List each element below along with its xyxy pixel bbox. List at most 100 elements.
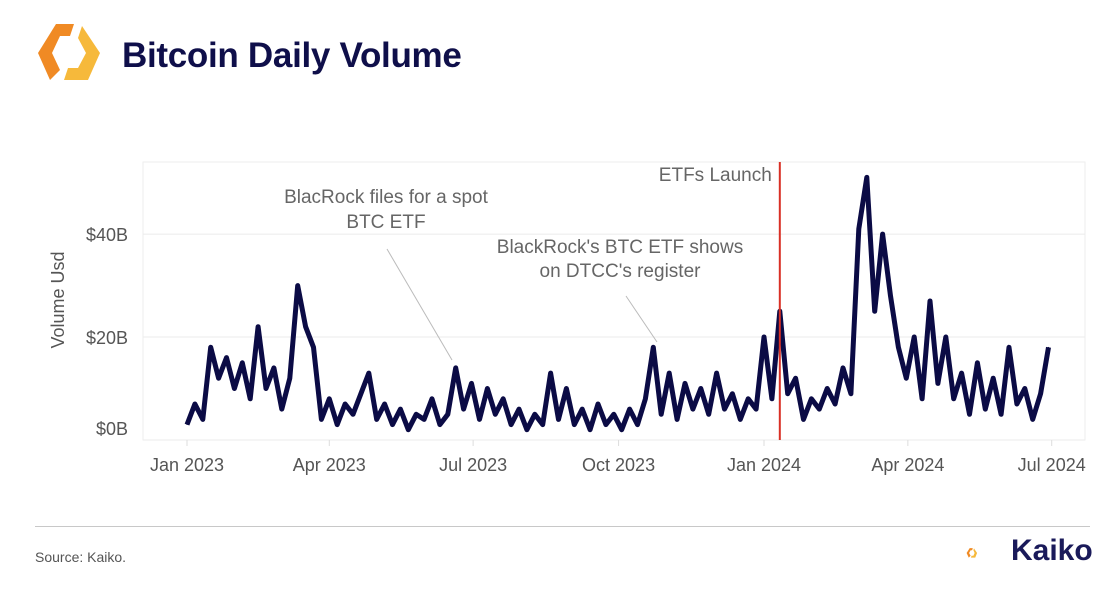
y-axis-label: Volume Usd xyxy=(48,251,68,348)
data-point xyxy=(281,408,283,410)
data-point xyxy=(1040,393,1042,395)
data-point xyxy=(1016,403,1018,405)
data-point xyxy=(1000,413,1002,415)
data-point xyxy=(581,408,583,410)
annotation-leader xyxy=(386,248,453,361)
data-point xyxy=(992,377,994,379)
data-point xyxy=(186,424,188,426)
data-point xyxy=(850,393,852,395)
data-point xyxy=(210,346,212,348)
data-point xyxy=(763,336,765,338)
data-point xyxy=(265,388,267,390)
data-point xyxy=(810,398,812,400)
data-point xyxy=(550,372,552,374)
data-point xyxy=(929,300,931,302)
data-point xyxy=(297,285,299,287)
data-point xyxy=(305,326,307,328)
data-point xyxy=(795,377,797,379)
data-point xyxy=(565,388,567,390)
data-point xyxy=(945,336,947,338)
data-point xyxy=(803,418,805,420)
data-point xyxy=(478,418,480,420)
data-point xyxy=(415,413,417,415)
x-tick-label: Apr 2024 xyxy=(871,455,944,475)
data-point xyxy=(755,408,757,410)
data-point xyxy=(289,377,291,379)
data-point xyxy=(320,418,322,420)
x-tick-label: Jul 2024 xyxy=(1018,455,1086,475)
data-point xyxy=(589,429,591,431)
data-point xyxy=(542,424,544,426)
data-point xyxy=(392,424,394,426)
data-point xyxy=(637,424,639,426)
x-tick-label: Apr 2023 xyxy=(293,455,366,475)
y-tick-label: $40B xyxy=(86,225,128,245)
data-point xyxy=(1032,418,1034,420)
etf-launch-label: ETFs Launch xyxy=(659,165,772,186)
data-point xyxy=(882,233,884,235)
data-point xyxy=(629,408,631,410)
data-point xyxy=(1024,388,1026,390)
data-point xyxy=(937,382,939,384)
data-point xyxy=(621,429,623,431)
data-point xyxy=(202,418,204,420)
footer-divider xyxy=(35,526,1090,527)
data-point xyxy=(771,398,773,400)
data-point xyxy=(1008,346,1010,348)
data-point xyxy=(194,403,196,405)
volume-chart: $0B $20B $40B Jan 2023 Apr 2023 Jul 2023 Oct 2… xyxy=(48,161,1086,475)
data-point xyxy=(431,398,433,400)
data-point xyxy=(218,377,220,379)
data-point xyxy=(668,372,670,374)
data-point xyxy=(573,424,575,426)
data-point xyxy=(233,388,235,390)
data-point xyxy=(423,418,425,420)
data-point xyxy=(708,413,710,415)
x-tick-label: Jul 2023 xyxy=(439,455,507,475)
data-point xyxy=(826,388,828,390)
data-point xyxy=(692,408,694,410)
data-point xyxy=(312,346,314,348)
data-point xyxy=(700,388,702,390)
data-point xyxy=(834,403,836,405)
data-point xyxy=(644,398,646,400)
data-point xyxy=(360,393,362,395)
data-point xyxy=(352,413,354,415)
data-point xyxy=(652,346,654,348)
volume-series-line xyxy=(184,174,1051,433)
data-point xyxy=(226,357,228,359)
data-point xyxy=(969,413,971,415)
data-point xyxy=(723,408,725,410)
data-point xyxy=(605,424,607,426)
data-point xyxy=(557,418,559,420)
annotation-leader xyxy=(625,295,658,343)
data-point xyxy=(249,398,251,400)
page-title: Bitcoin Daily Volume xyxy=(122,36,462,75)
data-point xyxy=(921,398,923,400)
data-point xyxy=(961,372,963,374)
data-point xyxy=(471,382,473,384)
data-point xyxy=(494,413,496,415)
annotation-text: BlacRock files for a spot xyxy=(284,187,489,208)
data-point xyxy=(787,393,789,395)
data-point xyxy=(818,408,820,410)
x-tick-label: Oct 2023 xyxy=(582,455,655,475)
data-point xyxy=(953,398,955,400)
data-point xyxy=(526,429,528,431)
data-point xyxy=(376,418,378,420)
data-point xyxy=(842,367,844,369)
data-point xyxy=(866,176,868,178)
data-point xyxy=(874,310,876,312)
data-point xyxy=(897,346,899,348)
data-point xyxy=(660,413,662,415)
x-tick-label: Jan 2024 xyxy=(727,455,801,475)
data-point xyxy=(518,408,520,410)
data-point xyxy=(905,377,907,379)
annotation-text: BlackRock's BTC ETF shows xyxy=(497,237,743,258)
data-point xyxy=(676,418,678,420)
y-tick-label: $20B xyxy=(86,328,128,348)
data-point xyxy=(407,429,409,431)
annotation-text: on DTCC's register xyxy=(540,261,702,282)
brand-name: Kaiko xyxy=(1011,534,1093,567)
source-note: Source: Kaiko. xyxy=(35,549,127,565)
